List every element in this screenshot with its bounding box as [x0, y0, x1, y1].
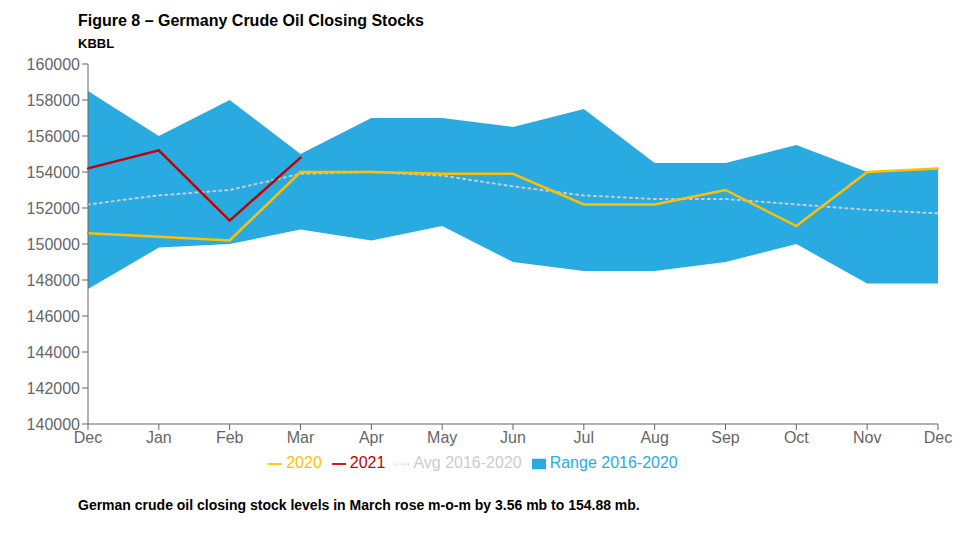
- svg-text:Dec: Dec: [924, 429, 952, 446]
- svg-text:Dec: Dec: [73, 429, 103, 447]
- svg-text:Sep: Sep: [711, 429, 740, 446]
- svg-text:Oct: Oct: [784, 429, 809, 446]
- html-text:2020: 2020: [286, 454, 322, 471]
- html-text:Avg 2016-2020: Avg 2016-2020: [413, 454, 522, 471]
- svg-text:Aug: Aug: [640, 429, 668, 446]
- svg-text:152000: 152000: [27, 200, 80, 217]
- html-text:Figure 8 – Germany Crude Oil C: Figure 8 – Germany Crude Oil Closing Sto…: [78, 12, 424, 29]
- svg-text:160000: 160000: [27, 56, 80, 73]
- svg-text:156000: 156000: [27, 128, 80, 145]
- svg-text:154000: 154000: [27, 164, 80, 181]
- svg-text:142000: 142000: [27, 380, 80, 397]
- svg-text:Feb: Feb: [216, 429, 244, 446]
- svg-text:Mar: Mar: [287, 429, 315, 446]
- svg-text:144000: 144000: [27, 344, 80, 361]
- svg-text:May: May: [427, 429, 457, 446]
- svg-text:Jul: Jul: [574, 429, 594, 446]
- svg-text:Nov: Nov: [853, 429, 881, 446]
- svg-text:158000: 158000: [27, 92, 80, 109]
- html-text:Range 2016-2020: Range 2016-2020: [549, 454, 678, 471]
- svg-text:148000: 148000: [27, 272, 80, 289]
- svg-text:140000: 140000: [27, 416, 80, 433]
- html-text:German crude oil closing stock: German crude oil closing stock levels in…: [78, 497, 640, 513]
- svg-text:150000: 150000: [27, 236, 80, 253]
- svg-text:146000: 146000: [27, 308, 80, 325]
- svg-text:Apr: Apr: [359, 429, 385, 446]
- svg-text:Jan: Jan: [146, 429, 172, 446]
- html-text:2021: 2021: [349, 454, 386, 471]
- svg-text:Jun: Jun: [500, 429, 526, 446]
- html-text:KBBL: KBBL: [78, 36, 115, 51]
